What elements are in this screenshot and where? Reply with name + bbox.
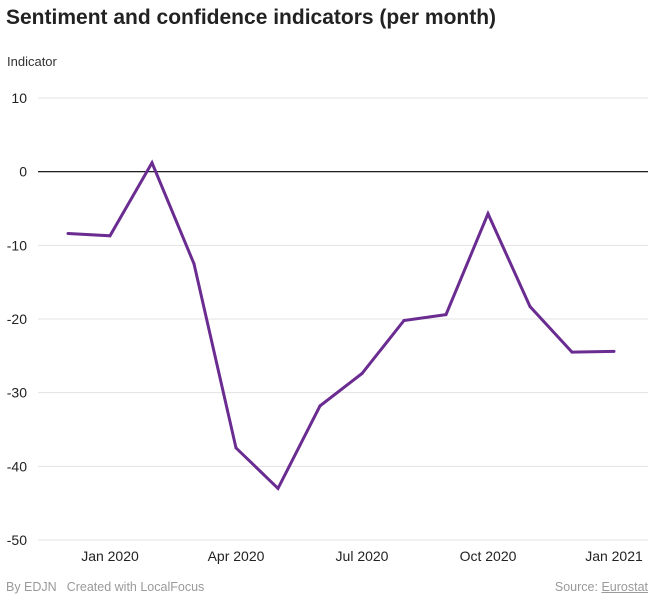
data-point[interactable] [276, 486, 280, 490]
chart-title: Sentiment and confidence indicators (per… [6, 6, 497, 29]
y-tick-label: -50 [7, 532, 27, 548]
footer-created-with: Created with LocalFocus [66, 580, 205, 594]
y-tick-label: -30 [7, 385, 27, 401]
data-point[interactable] [360, 372, 364, 376]
data-point[interactable] [234, 446, 238, 450]
series-line [67, 159, 615, 491]
x-tick-label: Apr 2020 [208, 548, 265, 564]
footer-by: By EDJN [6, 580, 57, 594]
x-tick-label: Oct 2020 [460, 548, 517, 564]
data-series [66, 159, 616, 491]
footer-credits: By EDJN Created with LocalFocus [6, 580, 204, 594]
y-tick-labels: 10 0 -10 -20 -30 -40 -50 [7, 90, 27, 548]
y-tick-label: -40 [7, 458, 27, 474]
source-label: Source: [554, 580, 598, 594]
x-tick-label: Jul 2020 [336, 548, 389, 564]
data-point[interactable] [612, 349, 616, 353]
data-point[interactable] [486, 212, 490, 216]
y-axis-label: Indicator [7, 54, 57, 69]
x-tick-label: Jan 2020 [81, 548, 139, 564]
x-tick-label: Jan 2021 [585, 548, 643, 564]
data-point[interactable] [192, 262, 196, 266]
x-tick-labels: Jan 2020 Apr 2020 Jul 2020 Oct 2020 Jan 2021 [81, 548, 643, 564]
data-point[interactable] [150, 161, 154, 165]
y-tick-label: -20 [7, 311, 27, 327]
data-point[interactable] [108, 234, 112, 238]
grid-lines [38, 97, 648, 541]
data-point[interactable] [570, 350, 574, 354]
footer-source: Source: Eurostat [555, 580, 648, 594]
data-point[interactable] [318, 404, 322, 408]
data-point[interactable] [402, 318, 406, 322]
y-tick-label: 0 [19, 164, 27, 180]
y-tick-label: -10 [7, 237, 27, 253]
data-point[interactable] [444, 313, 448, 317]
source-link[interactable]: Eurostat [601, 580, 648, 594]
y-tick-label: 10 [11, 90, 27, 106]
data-point[interactable] [528, 304, 532, 308]
data-point[interactable] [66, 232, 70, 236]
